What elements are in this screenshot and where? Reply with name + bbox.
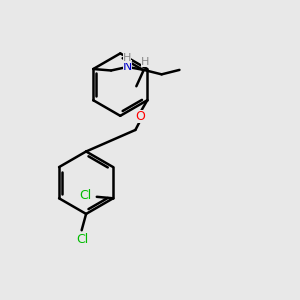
Text: N: N — [123, 60, 132, 74]
Text: Cl: Cl — [80, 189, 92, 202]
Text: H: H — [141, 57, 149, 67]
Text: H: H — [123, 53, 131, 63]
Text: O: O — [135, 110, 145, 123]
Text: Cl: Cl — [76, 233, 88, 246]
